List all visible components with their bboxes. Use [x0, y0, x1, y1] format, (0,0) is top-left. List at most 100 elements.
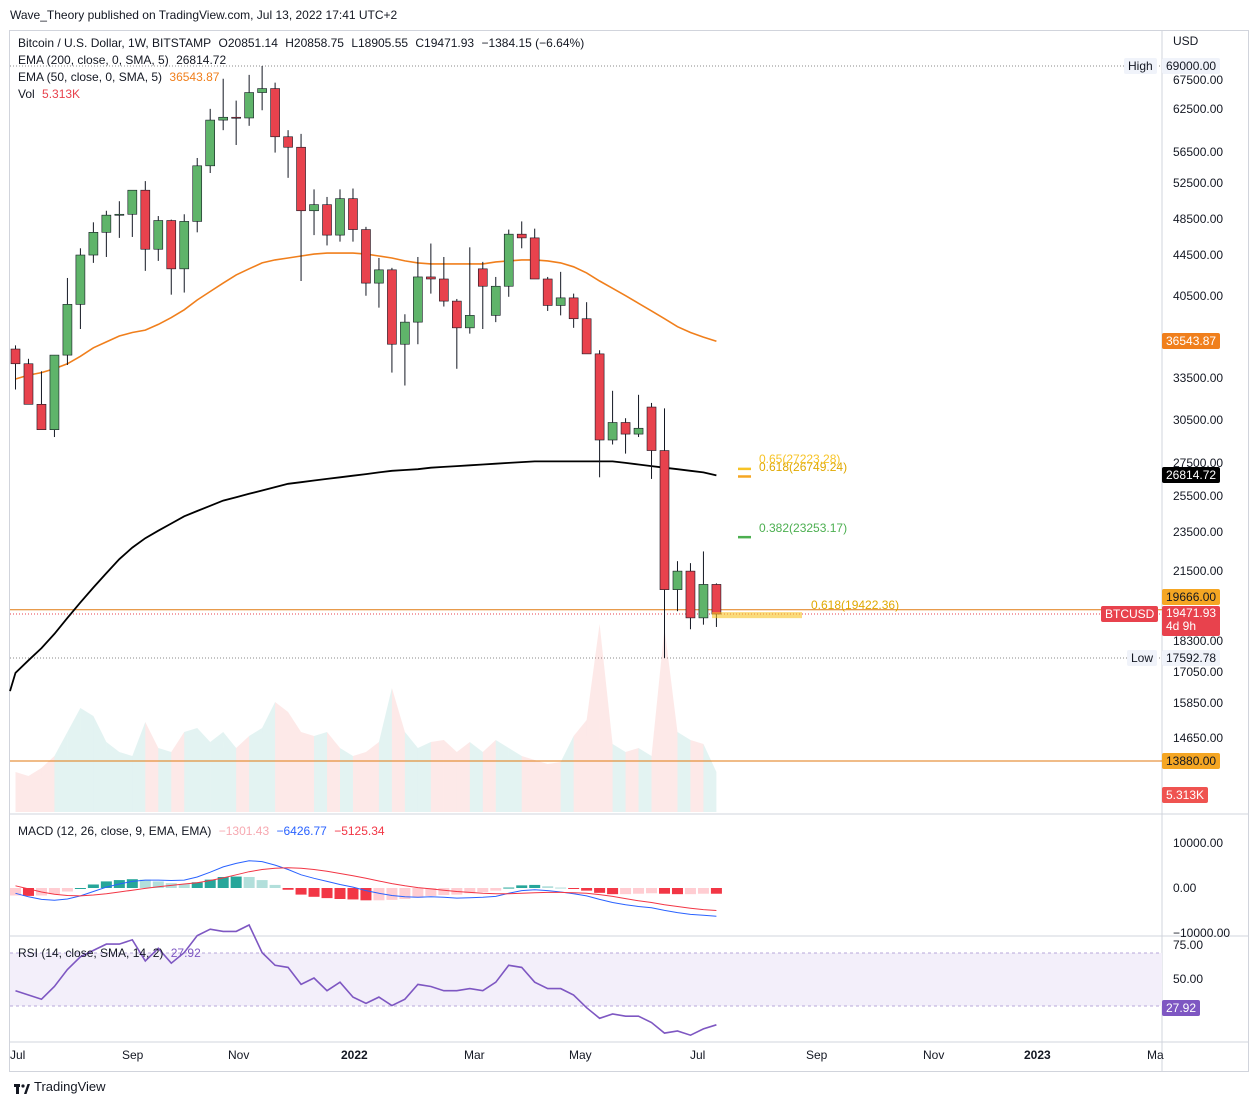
macd-histogram-bar	[659, 888, 670, 894]
candles	[10, 66, 722, 659]
candle-body	[542, 278, 553, 306]
volume-segment	[417, 742, 431, 812]
symbol-name: Bitcoin / U.S. Dollar, 1W, BITSTAMP	[18, 36, 212, 50]
high-value: H20858.75	[285, 36, 344, 50]
candle-body	[516, 233, 527, 239]
symbol-legend[interactable]: Bitcoin / U.S. Dollar, 1W, BITSTAMP O208…	[18, 36, 588, 50]
vol-legend[interactable]: Vol 5.313K	[18, 87, 84, 101]
volume-segment	[573, 720, 587, 812]
candle-body	[685, 570, 696, 619]
volume-segment	[184, 728, 198, 812]
ema50-legend-value: 36543.87	[169, 70, 220, 84]
candle-body	[620, 422, 631, 435]
candle-body	[75, 254, 86, 305]
candle-body	[594, 353, 605, 441]
rsi-tag: 27.92	[1162, 1000, 1201, 1016]
volume-segment	[262, 702, 276, 812]
price-tick-label: 56500.00	[1173, 145, 1224, 159]
macd-histogram-bar	[243, 877, 255, 888]
candle-body	[140, 189, 151, 250]
macd-histogram-bar	[48, 888, 60, 895]
volume-segment	[301, 732, 315, 812]
macd-histogram-bar	[308, 888, 320, 897]
volume-segment	[93, 716, 107, 812]
fib-0618a-label: 0.618(26749.24)	[759, 460, 848, 474]
volume-segment	[158, 748, 172, 812]
macd-histogram-bar	[620, 888, 632, 895]
time-tick-label: Jul	[10, 1048, 26, 1062]
rsi-label: RSI (14, close, SMA, 14, 2)	[18, 946, 164, 960]
volume-segment	[391, 688, 405, 812]
macd-histogram-bar	[607, 888, 619, 895]
volume-segment	[612, 744, 626, 812]
volume-segment	[132, 722, 146, 812]
ema200-legend[interactable]: EMA (200, close, 0, SMA, 5) 26814.72	[18, 53, 230, 67]
change-value: −1384.15 (−6.64%)	[481, 36, 585, 50]
macd-legend[interactable]: MACD (12, 26, close, 9, EMA, EMA) −1301.…	[18, 824, 389, 838]
macd-histogram-bar	[425, 888, 437, 896]
fib-zone	[712, 612, 802, 619]
macd-histogram-bar	[61, 888, 73, 892]
rsi-legend-value: 27.92	[170, 946, 201, 960]
candle-body	[477, 268, 488, 287]
macd-histogram-bar	[373, 888, 385, 901]
low-tag-label: Low	[1127, 650, 1158, 666]
macd-histogram-bar	[100, 881, 112, 888]
fib-065-label: 0.65(27223.28)	[759, 452, 841, 466]
price-tick-label: 15850.00	[1173, 696, 1224, 710]
price-tick-label: 25500.00	[1173, 489, 1224, 503]
macd-histogram-bar	[360, 888, 372, 901]
macd-tick-label: −10000.00	[1173, 926, 1231, 940]
candle-body	[374, 269, 384, 284]
price-tick-label: 62500.00	[1173, 102, 1224, 116]
volume-segment	[28, 768, 42, 812]
candle-body	[439, 278, 449, 302]
candle-body	[244, 92, 254, 119]
candle-body	[179, 221, 190, 270]
candle-body	[322, 204, 332, 236]
macd-histogram-bar	[555, 887, 567, 889]
price-tick-label: 44500.00	[1173, 248, 1224, 262]
candle-body	[698, 584, 709, 619]
volume-segment	[249, 728, 263, 812]
bar-countdown: 4d 9h	[1166, 619, 1197, 633]
volume-segment	[443, 740, 457, 812]
candle-body	[296, 146, 306, 212]
volume-segment	[560, 736, 574, 812]
volume-segment	[534, 760, 548, 812]
rsi-tick-label: 75.00	[1173, 938, 1204, 952]
level-13880-tag: 13880.00	[1162, 753, 1221, 769]
tradingview-logo-icon	[14, 1082, 30, 1094]
ema200-line	[9, 460, 717, 692]
close-value: C19471.93	[415, 36, 475, 50]
candle-body	[127, 189, 138, 215]
macd-histogram-bar	[490, 888, 502, 891]
horizontal-levels	[10, 609, 1162, 762]
tradingview-logo[interactable]: TradingView	[14, 1079, 106, 1094]
rsi-legend[interactable]: RSI (14, close, SMA, 14, 2) 27.92	[18, 946, 205, 960]
macd-histogram-bar	[684, 888, 696, 895]
macd-histogram-bar	[321, 888, 333, 899]
currency-label: USD	[1173, 34, 1199, 48]
macd-tick-label: 0.00	[1173, 881, 1197, 895]
time-tick-label: Sep	[122, 1048, 144, 1062]
candle-body	[400, 321, 410, 345]
macd-histogram-bar	[697, 888, 709, 894]
price-tick-label: 21500.00	[1173, 564, 1224, 578]
volume-segment	[67, 708, 81, 812]
time-tick-label: Sep	[806, 1048, 828, 1062]
candle-body	[10, 348, 21, 365]
volume-segment	[288, 712, 302, 812]
macd-histogram-bar	[438, 888, 450, 896]
candle-body	[361, 229, 371, 284]
ema50-legend[interactable]: EMA (50, close, 0, SMA, 5) 36543.87	[18, 70, 223, 84]
candle-body	[88, 232, 99, 256]
price-tick-label: 14650.00	[1173, 731, 1224, 745]
tradingview-brand: TradingView	[34, 1079, 106, 1094]
rsi-line	[15, 923, 717, 1037]
price-tick-label: 23500.00	[1173, 525, 1224, 539]
price-tick-label: 27500.00	[1173, 456, 1224, 470]
macd-histogram-bar	[295, 888, 307, 895]
macd-histogram-bar	[477, 888, 489, 892]
